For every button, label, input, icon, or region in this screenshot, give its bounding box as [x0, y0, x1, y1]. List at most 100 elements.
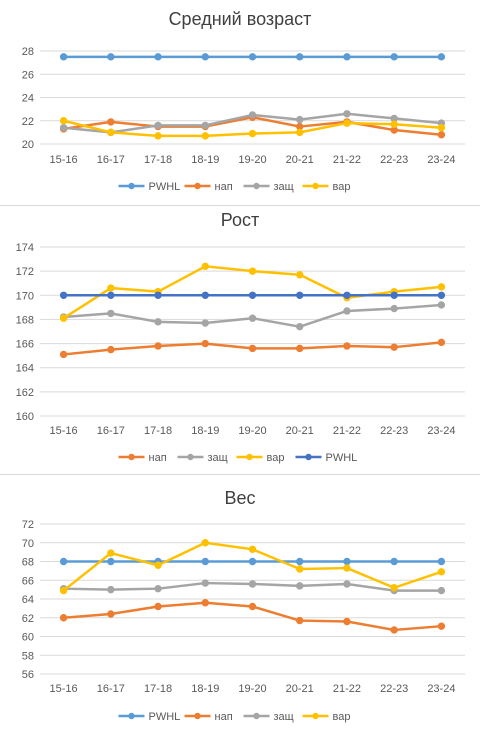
data-point [437, 557, 446, 566]
y-tick-label: 26 [22, 69, 34, 81]
legend-label: PWHL [149, 711, 181, 723]
y-tick-label: 56 [22, 669, 34, 681]
data-point [296, 565, 304, 573]
data-point [248, 53, 257, 61]
data-point [107, 309, 115, 318]
data-point [248, 545, 257, 554]
legend-marker [128, 453, 135, 461]
legend-label: нап [149, 452, 167, 464]
x-tick-label: 23-24 [427, 683, 455, 695]
data-point [437, 338, 446, 347]
data-point [437, 568, 446, 576]
data-point [437, 586, 446, 595]
data-point [248, 267, 257, 275]
x-tick-label: 22-23 [380, 154, 408, 166]
x-tick-label: 18-19 [191, 154, 219, 166]
x-tick-label: 22-23 [380, 683, 408, 695]
data-point [437, 291, 446, 299]
chart-panel-height: Рост 160 162 164 166 168 170 172 174 15-16 16-17 17… [0, 206, 480, 474]
chart-panel-weight: Вес 56 58 60 62 64 66 68 70 72 15-16 16-17 17-18 18-1… [0, 475, 480, 731]
x-tick-label: 16-17 [97, 154, 125, 166]
x-tick-label: 20-21 [286, 683, 314, 695]
x-tick-label: 18-19 [191, 425, 219, 437]
x-tick-label: 19-20 [238, 425, 266, 437]
legend-marker [246, 453, 253, 461]
data-point [343, 110, 351, 118]
legend-marker [253, 182, 260, 190]
data-point [437, 283, 446, 291]
data-point [154, 132, 162, 140]
x-tick-label: 23-24 [427, 425, 455, 437]
data-point [296, 344, 304, 353]
y-tick-label: 72 [22, 519, 34, 531]
x-tick-label: 15-16 [50, 425, 78, 437]
data-point [107, 128, 115, 137]
chart-title: Средний возраст [169, 9, 312, 29]
data-point [201, 262, 209, 271]
data-point [107, 53, 115, 61]
data-point [390, 626, 398, 634]
legend-label: вар [333, 711, 351, 723]
data-point [296, 322, 304, 331]
data-point [154, 291, 162, 299]
data-point [59, 291, 68, 299]
data-point [107, 557, 115, 566]
data-point [296, 291, 304, 299]
data-point [437, 301, 446, 309]
data-point [59, 557, 68, 566]
y-tick-label: 170 [16, 290, 34, 302]
x-tick-label: 19-20 [238, 154, 266, 166]
x-tick-label: 21-22 [333, 154, 361, 166]
data-point [59, 614, 68, 622]
panel-divider [0, 474, 480, 475]
legend-label: вар [267, 452, 285, 464]
y-tick-label: 164 [16, 363, 34, 375]
x-tick-label: 17-18 [144, 425, 172, 437]
data-point [201, 291, 209, 299]
chart-height-svg: Рост 160 162 164 166 168 170 172 174 15-16 16-17 17… [16, 210, 465, 464]
x-tick-label: 15-16 [50, 683, 78, 695]
data-point [154, 584, 162, 593]
x-tick-label: 19-20 [238, 683, 266, 695]
x-tick-label: 18-19 [191, 683, 219, 695]
y-tick-label: 174 [16, 242, 34, 254]
data-point [154, 602, 162, 611]
data-point [390, 557, 398, 566]
data-point [343, 617, 351, 626]
x-tick-label: 20-21 [286, 154, 314, 166]
legend-label: защ [274, 711, 294, 723]
panel-divider [0, 205, 480, 206]
data-point [343, 119, 351, 127]
x-tick-label: 17-18 [144, 154, 172, 166]
data-point [343, 291, 351, 299]
data-point [343, 53, 351, 61]
y-tick-label: 28 [22, 46, 34, 58]
legend-marker [128, 182, 135, 190]
data-point [437, 622, 446, 630]
legend-marker [194, 182, 201, 190]
legend-marker [128, 712, 135, 720]
data-point [201, 579, 209, 587]
data-point [201, 599, 209, 607]
y-tick-label: 70 [22, 538, 34, 550]
x-tick-label: 21-22 [333, 683, 361, 695]
data-point [437, 131, 446, 139]
x-tick-label: 21-22 [333, 425, 361, 437]
data-point [296, 557, 304, 566]
legend-label: нап [215, 711, 233, 723]
data-point [390, 53, 398, 61]
data-point [248, 291, 257, 299]
x-tick-label: 16-17 [97, 425, 125, 437]
x-tick-label: 16-17 [97, 683, 125, 695]
data-point [201, 339, 209, 348]
y-tick-label: 58 [22, 650, 34, 662]
x-tick-label: 20-21 [286, 425, 314, 437]
data-point [343, 564, 351, 572]
data-point [107, 345, 115, 354]
data-point [59, 53, 68, 61]
data-point [59, 350, 68, 359]
legend-label: PWHL [326, 452, 358, 464]
legend-label: вар [333, 181, 351, 193]
x-tick-label: 23-24 [427, 154, 455, 166]
data-point [154, 342, 162, 350]
